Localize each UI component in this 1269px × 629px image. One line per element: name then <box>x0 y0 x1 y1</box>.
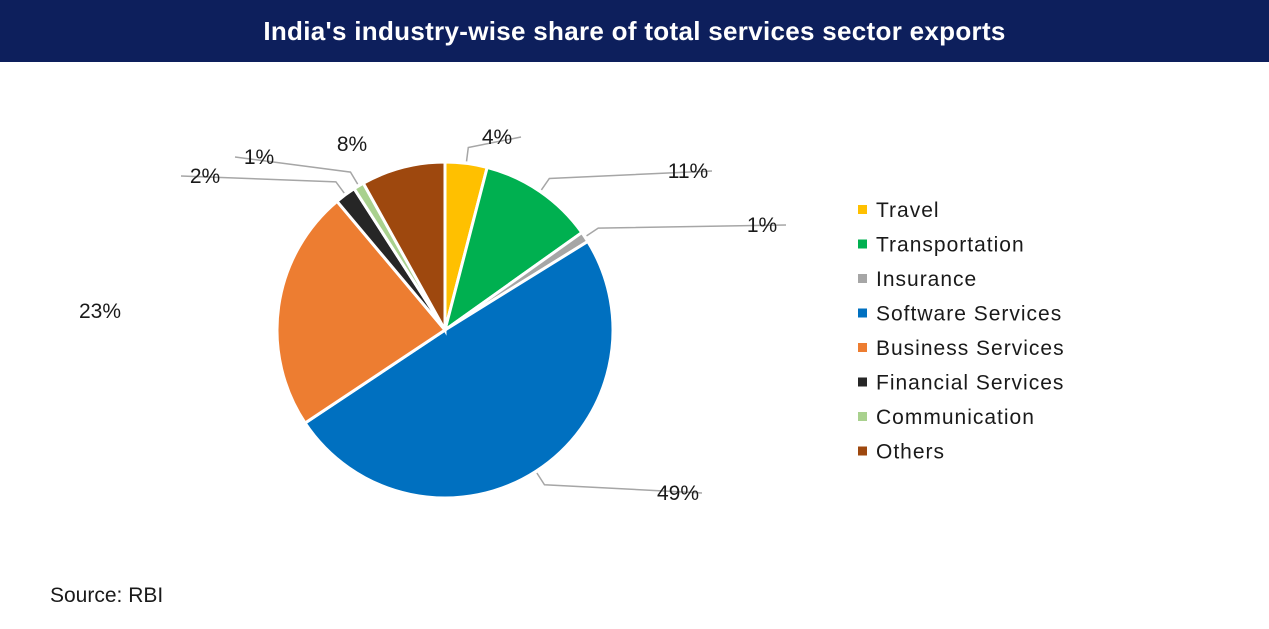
leader-line-transportation <box>540 170 713 191</box>
leader-lines <box>180 136 787 494</box>
leader-line-travel <box>465 136 522 162</box>
legend-label-travel: Travel <box>876 199 940 222</box>
leader-line-software-services <box>536 472 703 494</box>
legend-swatch-communication <box>858 412 867 421</box>
data-label-others: 8% <box>337 133 367 156</box>
leader-line-communication <box>234 156 359 185</box>
legend-swatch-financial-services <box>858 377 867 387</box>
legend-swatch-business-services <box>858 343 867 352</box>
chart-title: India's industry-wise share of total ser… <box>263 15 1006 46</box>
data-label-software-services: 49% <box>657 482 699 505</box>
legend-swatch-software-services <box>858 308 867 318</box>
legend-label-insurance: Insurance <box>876 268 977 291</box>
legend-label-communication: Communication <box>876 406 1035 429</box>
leader-line-insurance <box>586 224 787 237</box>
data-label-business-services: 23% <box>79 300 121 323</box>
data-label-travel: 4% <box>482 126 512 149</box>
data-label-financial-services: 2% <box>190 165 220 188</box>
legend-label-software-services: Software Services <box>876 303 1062 326</box>
slice-software-services <box>303 239 615 500</box>
legend-label-others: Others <box>876 441 945 464</box>
legend-swatch-transportation <box>858 239 867 249</box>
legend-swatch-travel <box>858 205 867 214</box>
data-label-insurance: 1% <box>747 214 777 237</box>
legend-label-financial-services: Financial Services <box>876 372 1064 395</box>
slice-business-services <box>275 199 448 426</box>
data-label-communication: 1% <box>244 146 274 169</box>
source-note: Source: RBI <box>50 584 164 607</box>
chart-title-banner: India's industry-wise share of total ser… <box>0 0 1269 62</box>
legend-label-transportation: Transportation <box>876 234 1025 257</box>
pie-chart: 4% 11% 1% 49% 23% 2% 1% 8% Travel Transportation… <box>79 126 1065 505</box>
legend-swatch-others <box>858 446 867 456</box>
data-labels: 4% 11% 1% 49% 23% 2% 1% 8% <box>79 126 777 505</box>
leader-line-financial-services <box>180 175 345 194</box>
legend-swatch-insurance <box>858 274 867 283</box>
slice-transportation <box>442 165 584 334</box>
pie-slices <box>275 160 615 500</box>
data-label-transportation: 11% <box>668 160 708 183</box>
legend-label-business-services: Business Services <box>876 337 1065 360</box>
slice-others <box>361 160 447 336</box>
legend: Travel Transportation Insurance Software Se… <box>858 199 1065 464</box>
